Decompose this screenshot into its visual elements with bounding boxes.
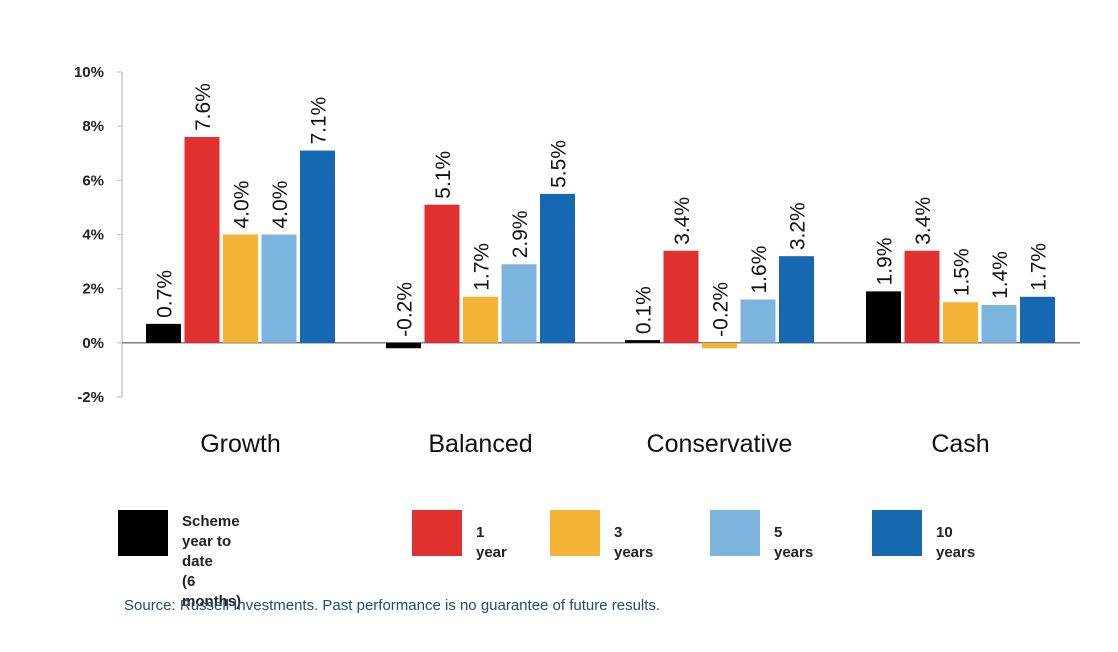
data-label: 4.0% bbox=[269, 181, 292, 229]
legend-swatch-1-year bbox=[412, 510, 462, 556]
data-label: 1.5% bbox=[951, 248, 974, 296]
bar bbox=[663, 250, 699, 343]
data-label: 5.1% bbox=[432, 151, 455, 199]
y-tick-label: 10% bbox=[74, 64, 104, 81]
data-label: 4.0% bbox=[231, 181, 254, 229]
category-labels: Growth Balanced Conservative Cash bbox=[200, 430, 989, 458]
data-labels: 0.7% 7.6% 4.0% 4.0% 7.1% -0.2% 5.1% 1.7% 2.9% 5.5… bbox=[154, 83, 1051, 337]
chart-legend: Scheme year to date (6 months) 1 year 3 … bbox=[118, 508, 1078, 610]
y-axis-ticks: 10% 8% 6% 4% 2% 0% -2% bbox=[74, 64, 122, 406]
chart-bars bbox=[146, 137, 1055, 349]
legend-swatch-ytd bbox=[118, 510, 168, 556]
category-label: Conservative bbox=[647, 430, 793, 458]
legend-swatch-3-years bbox=[550, 510, 600, 556]
bar bbox=[424, 204, 460, 343]
bar-chart: 10% 8% 6% 4% 2% 0% -2% 0.7% 7.6% 4.0% 4.0% 7.1% -0.… bbox=[74, 64, 1080, 458]
data-label: 1.6% bbox=[748, 246, 771, 294]
data-label: 5.5% bbox=[548, 140, 571, 188]
bar bbox=[779, 256, 814, 343]
category-label: Balanced bbox=[428, 430, 532, 458]
bar bbox=[463, 296, 498, 343]
data-label: 7.6% bbox=[192, 83, 215, 131]
y-tick-label: -2% bbox=[77, 389, 104, 406]
bar bbox=[981, 304, 1017, 343]
bar bbox=[386, 342, 421, 349]
data-label: -0.2% bbox=[710, 282, 733, 337]
bar bbox=[300, 150, 335, 343]
bar bbox=[223, 234, 258, 343]
bar bbox=[146, 323, 181, 343]
data-label: 3.4% bbox=[671, 197, 694, 245]
data-label: 3.4% bbox=[912, 197, 935, 245]
legend-label-5-years: 5 years bbox=[774, 524, 814, 561]
bar bbox=[904, 250, 940, 343]
bar bbox=[866, 291, 901, 343]
data-label: 7.1% bbox=[308, 97, 331, 145]
legend-label-ytd: Scheme year to date (6 months) bbox=[182, 513, 242, 610]
data-label: 3.2% bbox=[787, 202, 810, 250]
category-label: Growth bbox=[200, 430, 281, 458]
legend-swatch-5-years bbox=[710, 510, 760, 556]
bar bbox=[625, 340, 660, 343]
data-label: 1.7% bbox=[1028, 243, 1051, 291]
bar bbox=[740, 299, 776, 343]
bar bbox=[184, 137, 220, 343]
y-tick-label: 2% bbox=[82, 281, 104, 298]
y-tick-label: 4% bbox=[82, 227, 104, 244]
bar bbox=[702, 342, 737, 349]
data-label: 2.9% bbox=[509, 210, 532, 258]
data-label: 1.4% bbox=[989, 251, 1012, 299]
source-note: Source: Russell Investments. Past perfor… bbox=[124, 597, 661, 614]
y-tick-label: 0% bbox=[82, 335, 104, 352]
data-label: 1.7% bbox=[471, 243, 494, 291]
y-tick-label: 8% bbox=[82, 118, 104, 135]
legend-swatch-10-years bbox=[872, 510, 922, 556]
data-label: -0.2% bbox=[394, 282, 417, 337]
category-label: Cash bbox=[931, 430, 989, 458]
bar bbox=[1020, 296, 1055, 343]
bar bbox=[261, 234, 297, 343]
data-label: 0.1% bbox=[633, 286, 656, 334]
bar bbox=[540, 193, 575, 343]
bar bbox=[501, 264, 537, 343]
y-tick-label: 6% bbox=[82, 172, 104, 189]
data-label: 1.9% bbox=[874, 238, 897, 286]
legend-label-3-years: 3 years bbox=[614, 524, 654, 561]
legend-label-1-year: 1 year bbox=[476, 524, 507, 561]
bar bbox=[943, 302, 978, 343]
data-label: 0.7% bbox=[154, 270, 177, 318]
legend-label-10-years: 10 years bbox=[936, 524, 976, 561]
